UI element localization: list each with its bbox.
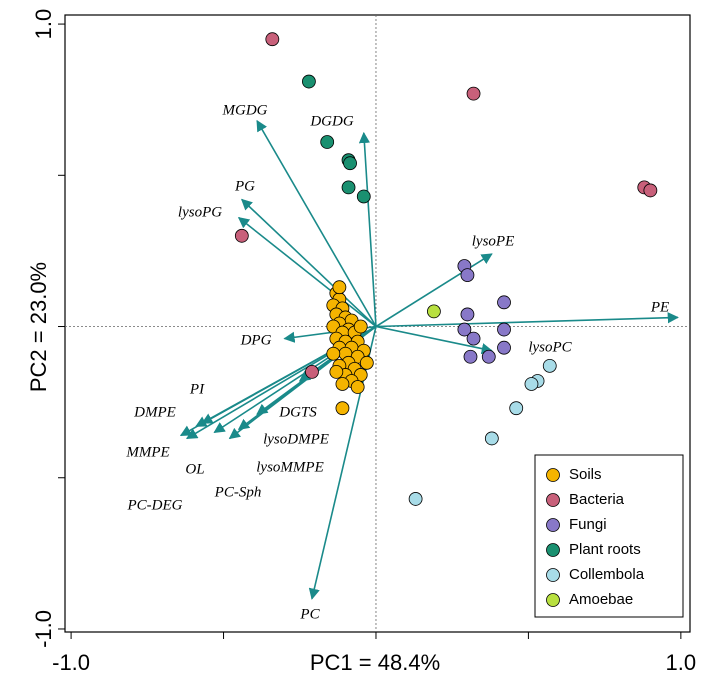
loading-arrow — [358, 131, 377, 327]
point — [343, 156, 357, 171]
point — [329, 364, 344, 379]
point — [408, 492, 423, 506]
point — [509, 401, 524, 416]
loading-label: lysoPC — [528, 339, 572, 355]
loading-arrow — [241, 198, 377, 328]
loading-arrow — [237, 216, 377, 328]
point — [353, 319, 368, 334]
point — [332, 280, 347, 295]
point — [524, 377, 539, 391]
legend-label: Amoebae — [569, 591, 633, 608]
point — [265, 32, 280, 47]
legend-label: Collembola — [569, 566, 645, 583]
legend-swatch — [546, 468, 560, 482]
legend-swatch — [546, 543, 560, 557]
loading-label: OL — [185, 461, 204, 477]
point — [356, 189, 371, 204]
point — [350, 380, 365, 394]
point — [234, 228, 249, 243]
point — [463, 349, 478, 364]
point — [460, 307, 475, 322]
legend-label: Soils — [569, 466, 602, 483]
legend-swatch — [546, 593, 560, 607]
loading-arrow — [256, 119, 377, 327]
point — [484, 431, 499, 446]
point — [466, 331, 481, 346]
loading-label: PC-Sph — [214, 484, 262, 500]
loading-arrow — [375, 253, 493, 328]
loading-label: MMPE — [125, 444, 169, 460]
legend-swatch — [546, 493, 560, 507]
point — [305, 364, 319, 379]
loading-label: lysoPG — [178, 204, 222, 220]
loading-label: PC-DEG — [127, 497, 183, 513]
point — [335, 377, 350, 391]
point — [497, 322, 511, 337]
plot-frame — [64, 14, 691, 633]
loading-label: DGTS — [278, 404, 317, 420]
loading-label: MGDG — [222, 102, 268, 118]
x-tick-label: 1.0 — [666, 650, 697, 675]
loading-label: lysoPE — [472, 233, 515, 249]
point — [335, 401, 350, 416]
point — [460, 268, 475, 283]
legend-box — [534, 454, 684, 618]
point — [542, 358, 557, 373]
loading-label: DPG — [240, 332, 272, 348]
x-axis-label: PC1 = 48.4% — [310, 650, 440, 675]
loading-label: PG — [234, 178, 255, 194]
loading-arrow — [375, 312, 679, 328]
point — [643, 183, 658, 198]
loading-label: DGDG — [309, 113, 353, 129]
point — [302, 74, 316, 89]
y-tick-label: 1.0 — [31, 9, 56, 40]
legend-label: Bacteria — [569, 491, 625, 508]
legend-swatch — [546, 568, 560, 582]
x-tick-label: -1.0 — [52, 650, 90, 675]
loading-arrow — [375, 325, 493, 355]
y-axis-label: PC2 = 23.0% — [26, 262, 51, 392]
point — [457, 322, 472, 337]
point — [466, 86, 481, 101]
loading-label: lysoMMPE — [256, 459, 323, 475]
point — [359, 355, 374, 370]
loading-label: PC — [299, 606, 320, 622]
loading-label: DMPE — [133, 404, 176, 420]
legend-label: Plant roots — [569, 541, 641, 558]
legend-swatch — [546, 518, 560, 532]
loading-label: PE — [650, 299, 669, 315]
point — [326, 346, 341, 361]
point — [481, 349, 496, 364]
point — [427, 304, 441, 319]
loading-label: lysoDMPE — [263, 431, 329, 447]
point — [497, 340, 511, 355]
point — [497, 295, 511, 310]
loading-label: PI — [189, 381, 205, 397]
point — [341, 180, 356, 195]
point — [320, 135, 335, 149]
legend-label: Fungi — [569, 516, 607, 533]
y-tick-label: -1.0 — [31, 610, 56, 648]
